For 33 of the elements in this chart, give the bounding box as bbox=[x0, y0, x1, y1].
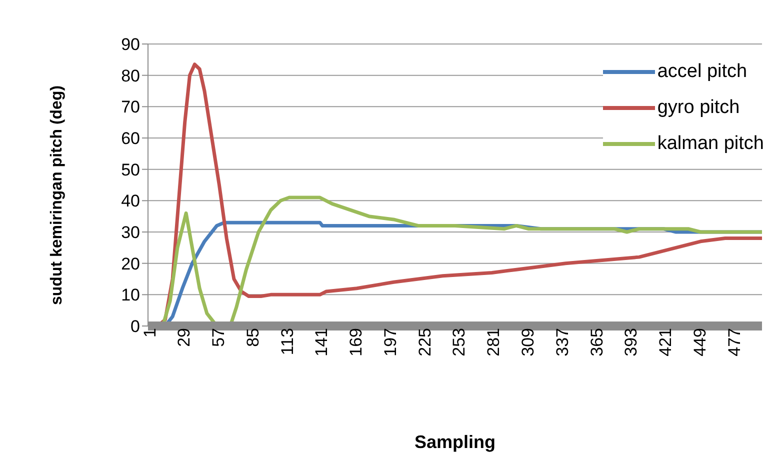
x-tick-label: 169 bbox=[346, 328, 366, 356]
y-tick-label: 20 bbox=[121, 254, 140, 274]
x-tick-label: 141 bbox=[312, 328, 332, 356]
x-tick-label: 309 bbox=[518, 328, 538, 356]
y-tick-label: 10 bbox=[121, 286, 140, 305]
x-tick-label: 29 bbox=[174, 328, 194, 347]
y-tick-label: 90 bbox=[121, 35, 140, 54]
x-tick-label: 197 bbox=[380, 328, 400, 356]
x-tick-label: 253 bbox=[450, 328, 469, 356]
y-tick-label: 30 bbox=[121, 223, 140, 242]
x-tick-label: 393 bbox=[622, 328, 641, 356]
x-axis-title: Sampling bbox=[414, 432, 496, 452]
x-tick-label: 1 bbox=[140, 328, 160, 338]
x-tick-label: 113 bbox=[278, 328, 297, 356]
x-tick-label: 225 bbox=[415, 328, 434, 356]
y-tick-label: 40 bbox=[121, 192, 140, 211]
x-tick-label: 281 bbox=[484, 328, 504, 356]
y-tick-label: 50 bbox=[121, 160, 140, 180]
legend-label: kalman pitch bbox=[657, 133, 764, 155]
x-tick-label: 477 bbox=[724, 328, 744, 356]
x-tick-label: 365 bbox=[587, 328, 606, 356]
y-tick-label: 0 bbox=[130, 317, 140, 336]
x-tick-label: 85 bbox=[243, 328, 262, 347]
y-tick-label: 80 bbox=[121, 66, 140, 86]
legend-label: gyro pitch bbox=[657, 97, 740, 119]
y-tick-label: 60 bbox=[121, 129, 140, 148]
legend-label: accel pitch bbox=[657, 61, 748, 83]
y-axis-title: sudut kemiringan pitch (deg) bbox=[48, 85, 66, 305]
x-tick-label: 421 bbox=[656, 328, 676, 356]
x-tick-label: 449 bbox=[690, 328, 710, 356]
y-tick-label: 70 bbox=[121, 98, 140, 117]
x-tick-label: 57 bbox=[209, 328, 228, 347]
x-tick-label: 337 bbox=[552, 328, 572, 356]
